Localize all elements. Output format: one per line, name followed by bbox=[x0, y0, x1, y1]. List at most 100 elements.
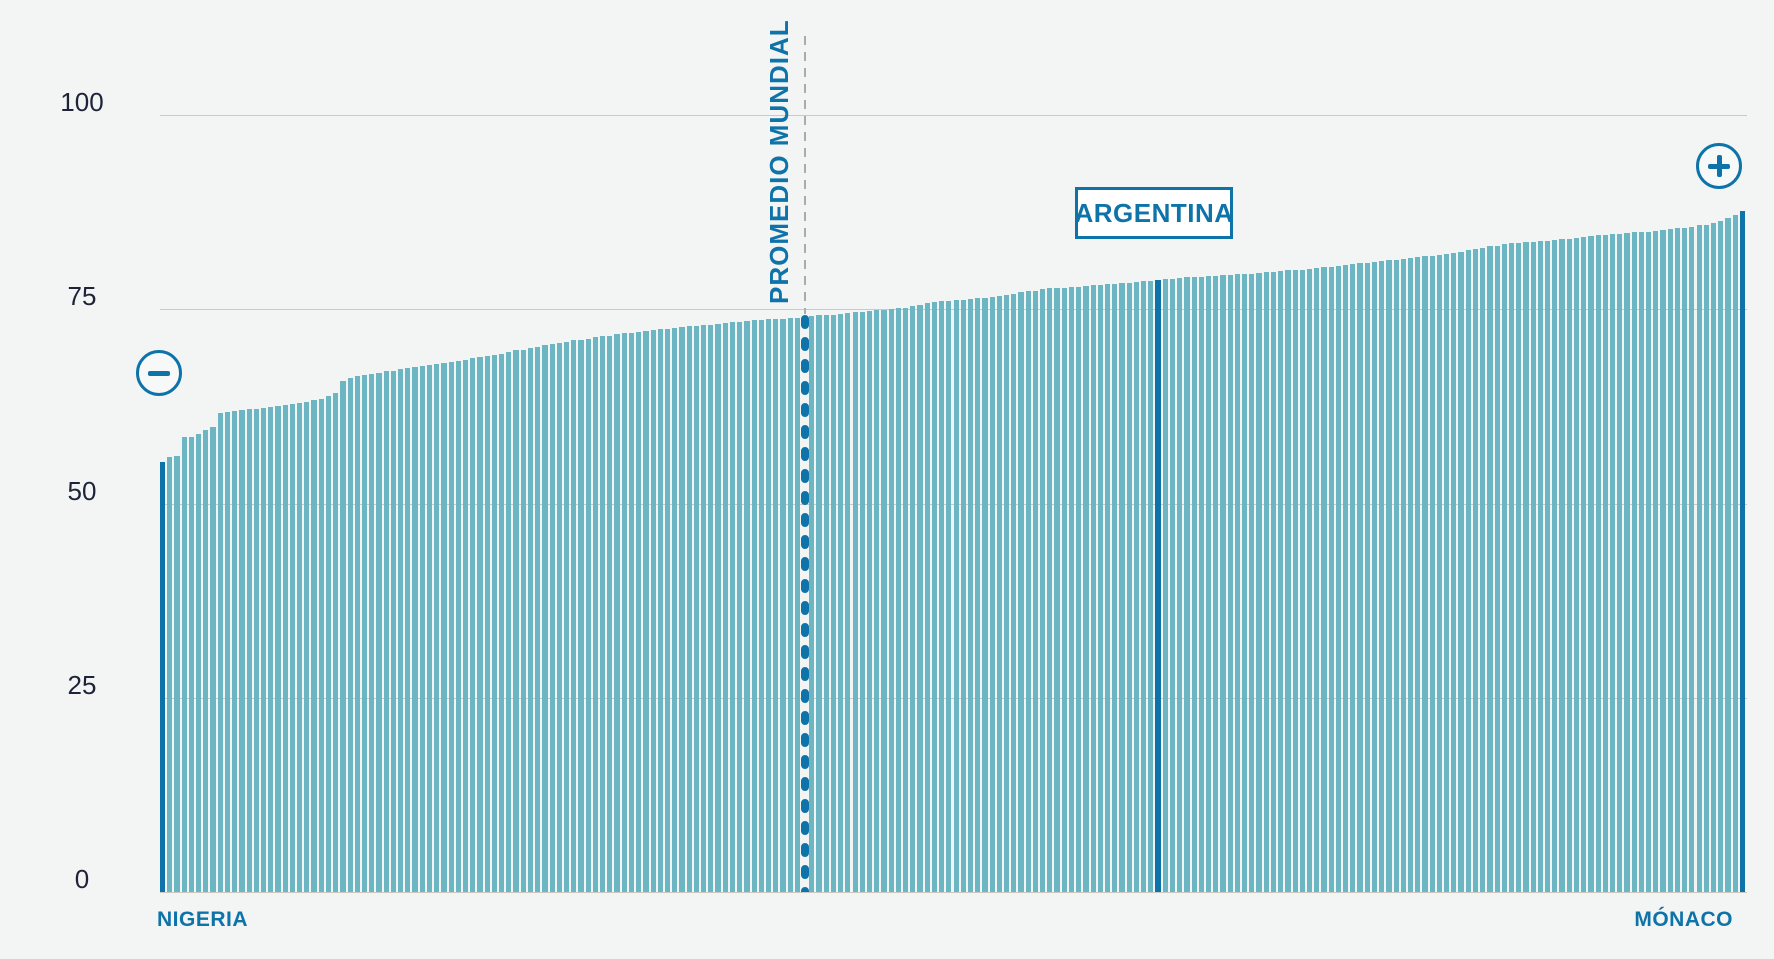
bar[interactable] bbox=[744, 320, 750, 892]
bar[interactable] bbox=[239, 410, 245, 892]
bar[interactable] bbox=[340, 380, 346, 892]
bar[interactable] bbox=[1653, 230, 1659, 892]
bar[interactable] bbox=[426, 365, 433, 892]
bar[interactable] bbox=[1552, 240, 1558, 892]
bar[interactable] bbox=[1674, 228, 1681, 892]
bar[interactable] bbox=[196, 433, 202, 892]
bar[interactable] bbox=[636, 331, 642, 892]
bar[interactable] bbox=[1472, 248, 1479, 892]
bar[interactable] bbox=[1523, 242, 1529, 892]
bar[interactable] bbox=[506, 352, 512, 892]
bar[interactable] bbox=[989, 296, 995, 892]
bar[interactable] bbox=[304, 401, 310, 892]
bar[interactable] bbox=[765, 319, 772, 892]
bar[interactable] bbox=[715, 324, 721, 892]
bar[interactable] bbox=[866, 310, 873, 892]
bar[interactable] bbox=[470, 358, 476, 892]
bar[interactable] bbox=[1263, 271, 1269, 892]
bar[interactable] bbox=[289, 404, 296, 892]
bar[interactable] bbox=[845, 313, 851, 892]
bar[interactable] bbox=[773, 318, 779, 892]
bar[interactable] bbox=[527, 348, 534, 892]
bar[interactable] bbox=[361, 375, 368, 892]
bar[interactable] bbox=[982, 297, 988, 892]
bar[interactable] bbox=[563, 341, 570, 892]
bar[interactable] bbox=[672, 327, 678, 892]
bar[interactable] bbox=[398, 369, 404, 892]
bar[interactable] bbox=[895, 308, 901, 892]
bar[interactable] bbox=[960, 299, 966, 892]
bar[interactable] bbox=[253, 408, 259, 892]
bar[interactable] bbox=[1205, 275, 1212, 892]
bar[interactable] bbox=[513, 350, 519, 892]
bar[interactable] bbox=[1090, 285, 1096, 892]
bar[interactable] bbox=[1328, 266, 1334, 892]
bar[interactable] bbox=[1588, 236, 1594, 892]
bar[interactable] bbox=[830, 314, 837, 892]
bar[interactable] bbox=[621, 333, 627, 892]
bar[interactable] bbox=[1393, 259, 1399, 892]
bar[interactable] bbox=[1465, 250, 1471, 892]
bar[interactable] bbox=[448, 362, 454, 892]
bar[interactable] bbox=[816, 315, 822, 892]
bar[interactable] bbox=[917, 304, 923, 892]
bar[interactable] bbox=[325, 396, 332, 892]
bar[interactable] bbox=[1386, 260, 1392, 892]
bar[interactable] bbox=[311, 400, 317, 892]
bar[interactable] bbox=[1689, 226, 1695, 892]
bar[interactable] bbox=[1350, 264, 1356, 892]
bar[interactable] bbox=[181, 437, 187, 892]
bar[interactable] bbox=[794, 317, 800, 892]
bar[interactable] bbox=[412, 366, 418, 892]
bar[interactable] bbox=[1631, 232, 1637, 892]
bar[interactable] bbox=[1371, 261, 1378, 892]
bar[interactable] bbox=[592, 337, 599, 892]
bar[interactable] bbox=[1602, 234, 1608, 892]
bar[interactable] bbox=[484, 355, 490, 892]
bar[interactable] bbox=[1436, 254, 1443, 892]
bar[interactable] bbox=[614, 334, 620, 892]
bar[interactable] bbox=[347, 377, 353, 892]
bar[interactable] bbox=[693, 325, 699, 892]
bar[interactable] bbox=[823, 314, 829, 892]
bar[interactable] bbox=[910, 306, 916, 892]
bar[interactable] bbox=[1321, 267, 1327, 892]
bar[interactable] bbox=[571, 340, 577, 892]
bar[interactable] bbox=[1480, 247, 1486, 892]
bar[interactable] bbox=[354, 376, 360, 892]
bar[interactable] bbox=[722, 323, 728, 892]
bar[interactable] bbox=[556, 342, 562, 892]
bar[interactable] bbox=[318, 399, 324, 892]
bar[interactable] bbox=[1126, 282, 1132, 892]
bar[interactable] bbox=[1559, 239, 1565, 892]
bar[interactable] bbox=[1638, 232, 1644, 892]
bar[interactable] bbox=[679, 327, 685, 892]
bar[interactable] bbox=[1573, 237, 1580, 892]
bar[interactable] bbox=[1198, 276, 1204, 892]
bar[interactable] bbox=[1285, 270, 1291, 892]
bar[interactable] bbox=[664, 328, 671, 892]
bar[interactable] bbox=[650, 330, 656, 892]
bar[interactable] bbox=[1494, 245, 1500, 892]
bar[interactable] bbox=[1097, 285, 1103, 892]
bar[interactable] bbox=[1068, 286, 1075, 892]
bar[interactable] bbox=[1018, 292, 1024, 892]
bar[interactable] bbox=[1545, 240, 1551, 892]
bar[interactable] bbox=[1076, 286, 1082, 892]
bar[interactable] bbox=[1032, 290, 1039, 892]
bar[interactable] bbox=[1415, 257, 1421, 892]
bar[interactable] bbox=[441, 362, 447, 892]
bar[interactable] bbox=[874, 310, 880, 892]
bar[interactable] bbox=[1508, 243, 1515, 892]
bar[interactable] bbox=[628, 332, 635, 892]
bar[interactable] bbox=[275, 405, 281, 892]
bar[interactable] bbox=[1617, 233, 1623, 892]
bar[interactable] bbox=[376, 372, 382, 892]
bar[interactable] bbox=[996, 296, 1002, 892]
bar[interactable] bbox=[1667, 229, 1673, 892]
bar[interactable] bbox=[1501, 243, 1507, 892]
bar[interactable] bbox=[751, 320, 757, 892]
world-average-dotted-bar[interactable] bbox=[800, 314, 809, 892]
bar[interactable] bbox=[188, 436, 195, 892]
bar[interactable] bbox=[1566, 238, 1572, 892]
